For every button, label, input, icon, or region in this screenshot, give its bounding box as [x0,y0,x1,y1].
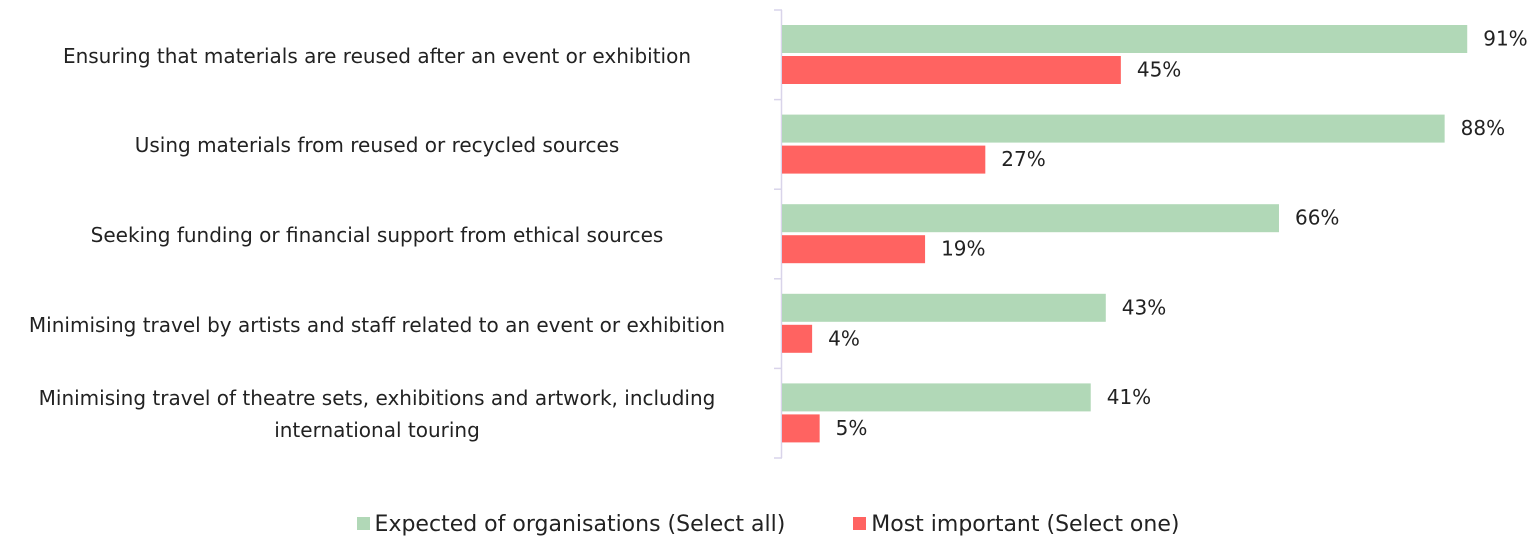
legend-item: Expected of organisations (Select all) [356,512,786,537]
data-label: 5% [836,416,868,440]
bar [782,383,1091,412]
data-label: 41% [1107,385,1151,409]
category-label: Using materials from reused or recycled … [134,133,620,158]
bar [782,324,813,353]
bar [782,56,1121,84]
legend: Expected of organisations (Select all) Mo… [0,512,1536,537]
category-label: Minimising travel by artists and staff r… [28,312,726,337]
bar [782,114,1445,143]
data-label: 91% [1483,27,1527,51]
category-label: Minimising travel of theatre sets, exhib… [38,386,716,443]
category-label: Ensuring that materials are reused after… [62,43,692,68]
bar [782,414,820,443]
bar [782,293,1106,322]
data-label: 27% [1001,147,1045,171]
bar [782,204,1279,233]
bar [782,25,1468,53]
data-label: 45% [1137,58,1181,82]
category-label: Seeking funding or financial support fro… [90,223,664,247]
data-label: 43% [1122,295,1166,319]
data-label: 66% [1295,206,1339,230]
data-label: 19% [941,237,985,261]
legend-swatch [853,517,867,530]
data-label: 88% [1461,116,1505,140]
legend-label: Most important (Select one) [871,512,1180,537]
bar [782,145,986,174]
legend-swatch [356,517,370,530]
legend-label: Expected of organisations (Select all) [374,512,786,537]
bar [782,235,926,264]
legend-item: Most important (Select one) [853,512,1179,537]
data-label: 4% [828,326,860,350]
